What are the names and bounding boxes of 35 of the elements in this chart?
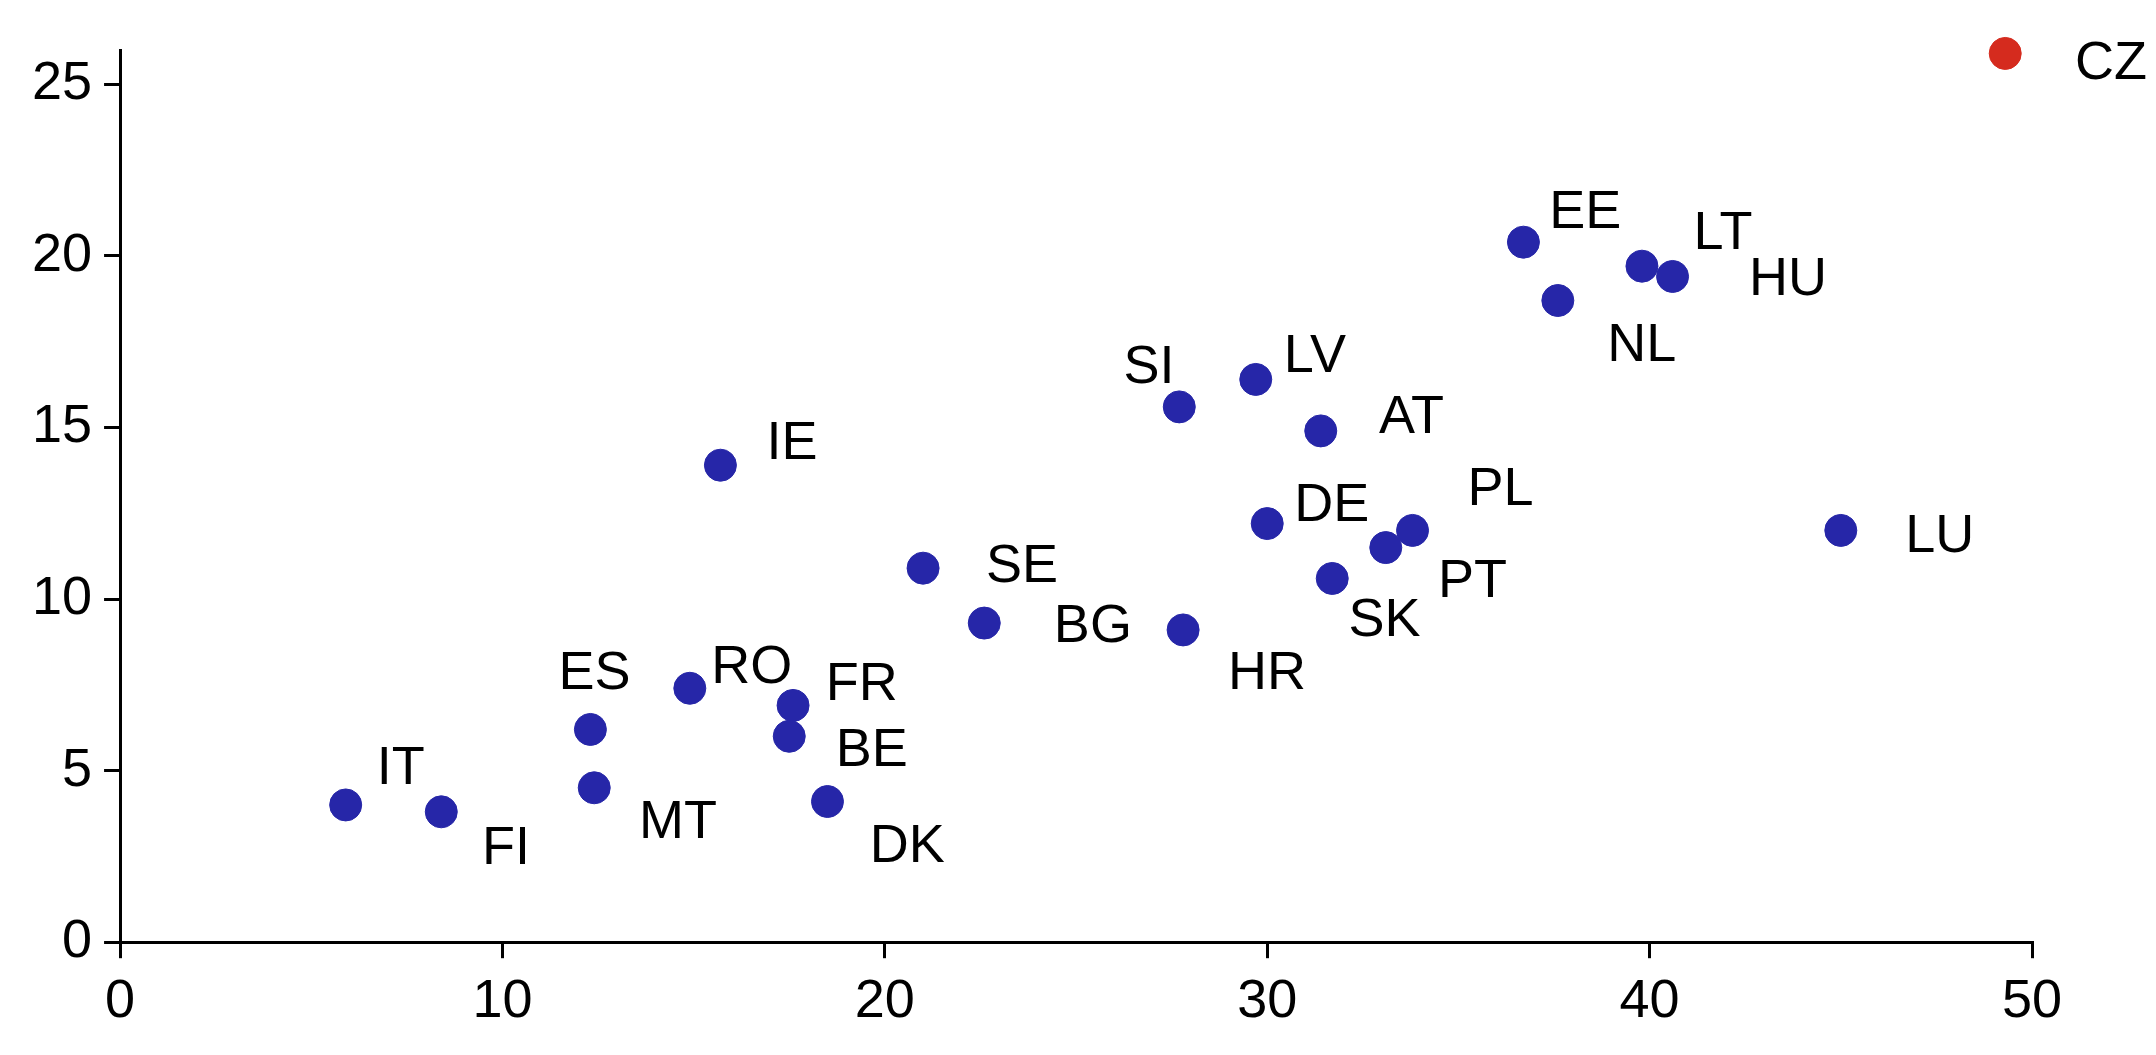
y-tick-label: 20 [31,221,93,282]
annotation: PT [1437,547,1507,608]
annotation: ES [558,640,631,701]
x-tick-label: 10 [472,968,533,1029]
annotation: LU [1905,503,1975,564]
annotation: CZ [2075,30,2148,91]
annotation: SI [1123,334,1175,395]
annotation: NL [1607,311,1677,372]
y-tick-label: 5 [62,736,93,797]
annotation: IT [376,735,425,796]
x-tick-label: 0 [105,968,136,1029]
annotation: RO [711,633,793,694]
annotation: AT [1379,384,1445,445]
annotation: EE [1549,179,1622,240]
annotation: FI [481,814,530,875]
annotation: MT [639,789,718,850]
annotation: HR [1227,639,1306,700]
x-tick-label: 40 [1619,968,1680,1029]
annotation: SK [1348,586,1421,647]
y-tick-label: 15 [31,393,93,454]
x-tick-label: 50 [2001,968,2063,1029]
annotation: SE [986,532,1059,593]
y-tick-label: 10 [31,564,93,625]
annotation: BG [1053,593,1132,654]
annotation: BE [835,717,908,778]
annotation: PL [1467,456,1534,517]
annotation: IE [766,410,818,471]
y-tick-label: 0 [62,908,93,969]
x-tick-label: 20 [854,968,915,1029]
annotation: FR [825,650,898,711]
annotation: DK [869,812,945,873]
annotation: LV [1283,323,1346,384]
annotation: DE [1294,471,1370,532]
y-tick-label: 25 [31,50,93,111]
x-tick-label: 30 [1237,968,1298,1029]
